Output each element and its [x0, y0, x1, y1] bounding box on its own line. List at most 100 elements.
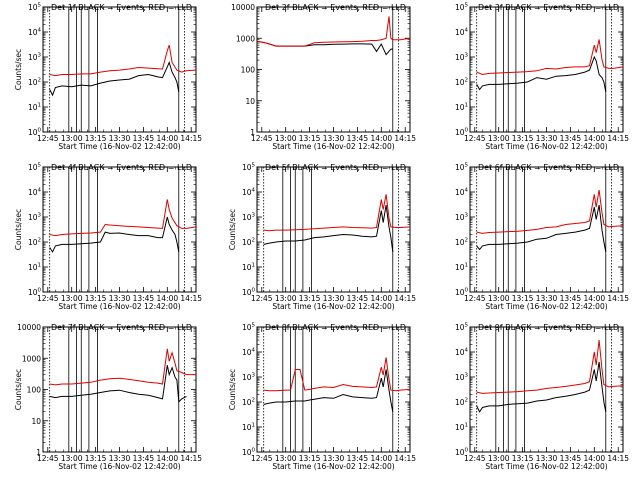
x-tick-label: 14:15: [180, 454, 202, 463]
x-tick-label: 13:30: [323, 294, 345, 303]
y-tick-label: 102: [28, 78, 41, 88]
x-tick-label: 14:15: [394, 454, 416, 463]
x-tick-label: 13:15: [512, 134, 534, 143]
x-tick-label: 13:15: [512, 294, 534, 303]
plot-frame: [469, 166, 624, 293]
y-tick-label: 100: [242, 288, 256, 298]
x-axis-label: Start Time (16-Nov-02 12:42:00): [485, 462, 607, 471]
y-axis-label: Counts/sec: [14, 369, 23, 410]
x-tick-label: 13:15: [299, 134, 321, 143]
y-tick-label: 105: [28, 3, 42, 13]
x-tick-label: 12:45: [37, 294, 59, 303]
x-tick-label: 14:15: [607, 134, 629, 143]
x-tick-label: 13:00: [61, 454, 83, 463]
x-tick-label: 13:00: [275, 294, 297, 303]
y-tick-label: 104: [28, 28, 42, 38]
x-tick-label: 14:15: [394, 294, 416, 303]
y-tick-label: 100: [242, 448, 256, 458]
y-tick-label: 10: [245, 97, 255, 106]
x-tick-label: 12:45: [464, 134, 486, 143]
y-tick-label: 103: [242, 373, 256, 383]
x-tick-label: 13:00: [488, 134, 510, 143]
chart-panel: 1 10 100 1000 10000 12:45 13:00 13:15 13:30 13:45…: [231, 3, 416, 151]
series-group: [476, 39, 623, 92]
lld-series-line: [263, 194, 410, 232]
y-tick-label: 101: [28, 263, 41, 273]
x-tick-label: 14:00: [157, 294, 179, 303]
y-tick-label: 102: [242, 238, 255, 248]
series-group: [49, 199, 196, 253]
plot-frame: [42, 6, 197, 133]
y-axis-label: Counts/sec: [14, 49, 23, 90]
chart-title: Det 7f BLACK = Events, RED = LLD: [51, 323, 192, 332]
x-tick-label: 13:45: [347, 294, 369, 303]
lld-series-line: [263, 357, 410, 392]
x-tick-label: 12:45: [37, 134, 59, 143]
y-tick-label: 100: [28, 128, 42, 138]
series-group: [257, 16, 410, 56]
x-tick-label: 13:45: [560, 134, 582, 143]
y-tick-label: 102: [455, 78, 468, 88]
series-group: [263, 194, 410, 252]
x-tick-label: 13:45: [133, 454, 155, 463]
series-group: [476, 189, 623, 252]
x-tick-label: 13:15: [85, 134, 107, 143]
y-tick-label: 102: [28, 238, 41, 248]
events-series-line: [476, 205, 607, 252]
events-series-line: [476, 55, 607, 92]
y-tick-label: 105: [455, 163, 469, 173]
x-tick-label: 13:45: [560, 294, 582, 303]
x-tick-label: 14:00: [584, 134, 606, 143]
y-tick-label: 105: [455, 323, 469, 333]
x-axis-label: Start Time (16-Nov-02 12:42:00): [272, 462, 394, 471]
y-tick-label: 1000: [236, 34, 255, 43]
y-tick-label: 100: [28, 288, 42, 298]
events-series-line: [49, 216, 180, 253]
x-tick-label: 13:00: [61, 134, 83, 143]
x-tick-label: 14:15: [180, 134, 202, 143]
series-group: [263, 357, 410, 412]
x-tick-label: 14:00: [157, 454, 179, 463]
x-tick-label: 13:30: [323, 454, 345, 463]
y-tick-label: 1: [36, 448, 41, 457]
x-tick-label: 13:00: [275, 134, 297, 143]
x-tick-label: 13:30: [323, 134, 345, 143]
x-tick-label: 13:30: [109, 454, 131, 463]
lld-series-line: [476, 189, 623, 234]
events-series-line: [263, 205, 394, 252]
y-tick-label: 1000: [22, 354, 41, 363]
y-tick-label: 102: [242, 398, 255, 408]
lld-series-line: [476, 340, 623, 394]
chart-panel: 100 101 102 103 104 105 12:45 13:00 13:15 13:30 13…: [228, 323, 416, 472]
lld-series-line: [49, 44, 196, 77]
x-axis-label: Start Time (16-Nov-02 12:42:00): [58, 142, 180, 151]
x-tick-label: 13:15: [85, 454, 107, 463]
x-tick-label: 14:00: [584, 454, 606, 463]
y-tick-label: 101: [455, 423, 468, 433]
chart-panel: 1 10 100 1000 10000 12:45 13:00 13:15 13:30 13:45…: [14, 323, 202, 471]
x-tick-label: 13:15: [512, 454, 534, 463]
chart-title: Det 5f BLACK = Events, RED = LLD: [265, 163, 406, 172]
chart-title: Det 6f BLACK = Events, RED = LLD: [478, 163, 619, 172]
y-tick-label: 1: [250, 128, 255, 137]
y-tick-label: 104: [455, 348, 469, 358]
x-tick-label: 12:45: [37, 454, 59, 463]
x-tick-label: 13:00: [488, 454, 510, 463]
y-tick-label: 105: [242, 323, 256, 333]
y-tick-label: 10000: [231, 3, 255, 12]
x-tick-label: 12:45: [464, 454, 486, 463]
events-series-line: [257, 40, 393, 56]
x-tick-label: 13:15: [299, 294, 321, 303]
x-tick-label: 12:45: [251, 454, 273, 463]
chart-title: Det 3f BLACK = Events, RED = LLD: [478, 3, 619, 12]
y-axis-label: Counts/sec: [228, 369, 237, 410]
x-tick-label: 13:00: [61, 294, 83, 303]
x-tick-label: 13:15: [85, 294, 107, 303]
y-axis-label: Counts/sec: [228, 209, 237, 250]
x-tick-label: 14:15: [607, 294, 629, 303]
y-tick-label: 100: [455, 448, 469, 458]
x-tick-label: 13:00: [488, 294, 510, 303]
y-tick-label: 102: [455, 398, 468, 408]
y-tick-label: 105: [455, 3, 469, 13]
y-tick-label: 10: [31, 417, 41, 426]
